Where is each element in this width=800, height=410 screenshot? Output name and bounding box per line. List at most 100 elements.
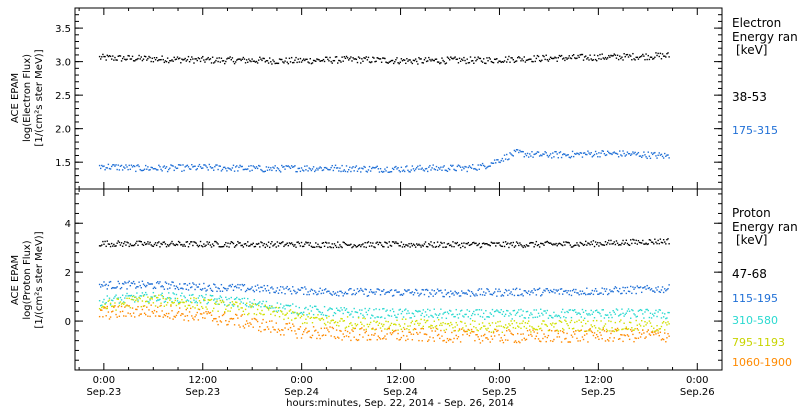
proton-data-point (499, 340, 501, 342)
proton-data-point (510, 291, 512, 293)
proton-data-point (382, 290, 384, 292)
electron-data-point (518, 151, 520, 154)
proton-data-point (164, 243, 167, 245)
proton-data-point (502, 295, 505, 297)
proton-data-point (583, 334, 586, 336)
proton-data-point (380, 316, 383, 318)
proton-data-point (139, 297, 141, 300)
electron-data-point (335, 167, 338, 169)
proton-data-point (282, 307, 284, 309)
proton-data-point (403, 246, 406, 248)
proton-data-point (601, 287, 603, 289)
proton-data-point (198, 283, 201, 285)
proton-data-point (632, 329, 634, 331)
proton-data-point (341, 291, 343, 294)
proton-data-point (168, 312, 170, 315)
electron-data-point (639, 155, 642, 157)
proton-data-point (548, 329, 551, 331)
proton-data-point (625, 239, 628, 241)
proton-data-point (114, 287, 116, 289)
electron-data-point (448, 168, 451, 171)
proton-data-point (576, 337, 578, 340)
proton-data-point (299, 245, 302, 247)
proton-data-point (197, 297, 200, 299)
proton-ylabel-line-3: [1/(cm²s ster MeV)] (34, 231, 45, 328)
proton-data-point (363, 329, 365, 331)
electron-data-point (290, 56, 293, 59)
proton-data-point (585, 309, 587, 312)
proton-data-point (214, 240, 216, 243)
proton-data-point (241, 314, 243, 316)
electron-data-point (522, 59, 524, 62)
electron-data-point (585, 153, 587, 156)
proton-data-point (479, 293, 482, 296)
proton-data-point (244, 323, 247, 326)
proton-data-point (439, 337, 441, 340)
electron-data-point (659, 52, 662, 55)
electron-data-point (464, 165, 466, 168)
proton-data-point (334, 292, 337, 294)
proton-data-point (541, 312, 543, 315)
electron-data-point (118, 169, 121, 171)
proton-data-point (98, 283, 101, 286)
proton-data-point (301, 322, 304, 325)
proton-data-point (110, 287, 113, 290)
proton-data-point (365, 246, 367, 249)
electron-data-point (611, 153, 613, 156)
proton-data-point (142, 244, 145, 246)
proton-data-point (520, 333, 522, 335)
proton-data-point (260, 241, 262, 243)
proton-data-point (423, 293, 426, 296)
proton-data-point (143, 284, 146, 287)
proton-data-point (570, 246, 573, 248)
proton-data-point (577, 244, 579, 246)
proton-data-point (461, 328, 463, 330)
proton-data-point (271, 320, 273, 322)
electron-data-point (508, 158, 510, 160)
proton-data-point (143, 312, 146, 314)
electron-data-point (306, 165, 308, 167)
proton-data-point (322, 241, 325, 244)
proton-data-point (242, 285, 245, 287)
proton-data-point (278, 306, 281, 309)
proton-data-point (496, 309, 498, 311)
electron-data-point (298, 61, 301, 63)
proton-data-point (191, 241, 193, 243)
proton-data-point (535, 328, 538, 331)
proton-data-point (406, 335, 408, 337)
proton-data-point (358, 309, 361, 311)
proton-data-point (123, 303, 125, 305)
proton-data-point (559, 330, 562, 332)
electron-data-point (639, 55, 642, 58)
proton-data-point (172, 318, 174, 320)
proton-data-point (388, 326, 391, 328)
electron-data-point (279, 171, 282, 173)
proton-data-point (311, 322, 314, 324)
proton-data-point (332, 319, 335, 322)
proton-data-point (635, 319, 637, 322)
proton-data-point (405, 308, 407, 310)
electron-data-point (307, 170, 309, 172)
proton-data-point (121, 302, 124, 304)
proton-data-point (479, 315, 482, 318)
electron-data-point (349, 166, 351, 169)
proton-data-point (328, 242, 330, 244)
electron-data-point (656, 157, 658, 159)
proton-data-point (288, 288, 291, 290)
proton-data-point (535, 309, 538, 311)
electron-data-point (606, 57, 609, 59)
electron-data-point (207, 169, 209, 171)
proton-data-point (362, 314, 364, 316)
electron-data-point (163, 165, 166, 167)
proton-data-point (509, 312, 511, 314)
proton-data-point (165, 245, 168, 248)
proton-data-point (619, 314, 621, 316)
electron-data-point (496, 159, 498, 161)
proton-data-point (399, 308, 401, 311)
proton-data-point (425, 245, 428, 248)
electron-data-point (205, 58, 207, 61)
electron-data-point (531, 60, 533, 63)
electron-data-point (369, 61, 372, 64)
electron-data-point (524, 153, 527, 155)
proton-data-point (135, 287, 137, 289)
